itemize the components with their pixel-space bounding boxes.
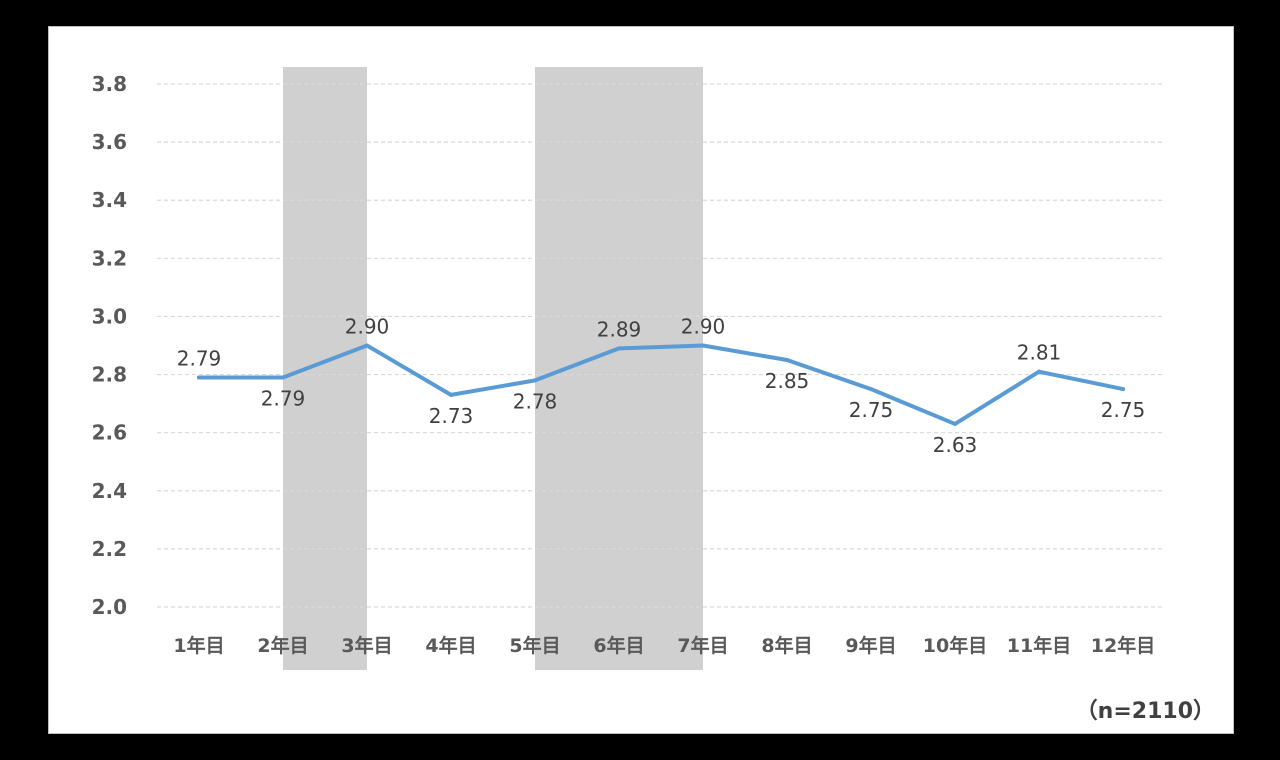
x-tick-label: 2年目 <box>257 634 308 657</box>
data-point <box>1121 387 1125 392</box>
x-tick-label: 10年目 <box>923 634 987 657</box>
x-tick-label: 11年目 <box>1007 634 1071 657</box>
data-point <box>1037 369 1041 374</box>
data-point <box>533 378 537 383</box>
x-tick-label: 8年目 <box>761 634 812 657</box>
x-tick-label: 12年目 <box>1091 634 1155 657</box>
x-tick-label: 3年目 <box>341 634 392 657</box>
data-label: 2.63 <box>933 433 978 457</box>
highlight-bands <box>283 67 703 670</box>
data-point <box>365 343 369 348</box>
data-point <box>617 346 621 351</box>
data-point <box>701 343 705 348</box>
y-tick-label: 2.8 <box>92 363 127 387</box>
highlight-band-2 <box>535 67 703 670</box>
y-tick-label: 3.4 <box>92 188 127 212</box>
gridlines <box>157 83 1165 608</box>
data-label: 2.89 <box>597 317 642 341</box>
data-label: 2.78 <box>513 389 558 413</box>
y-axis-ticks: 2.0 2.2 2.4 2.6 2.8 3.0 3.2 3.4 3.6 3.8 <box>92 72 127 619</box>
x-tick-label: 4年目 <box>425 634 476 657</box>
y-tick-label: 2.4 <box>92 479 127 503</box>
sample-size-note: （n=2110） <box>1076 699 1215 724</box>
x-tick-label: 6年目 <box>593 634 644 657</box>
y-tick-label: 3.6 <box>92 130 127 154</box>
y-tick-label: 3.0 <box>92 304 127 328</box>
chart-frame: 2.0 2.2 2.4 2.6 2.8 3.0 3.2 3.4 3.6 3.8 1年目 2年目 3年目… <box>48 26 1234 734</box>
data-label: 2.85 <box>765 369 810 393</box>
data-point <box>449 392 453 397</box>
line-chart: 2.0 2.2 2.4 2.6 2.8 3.0 3.2 3.4 3.6 3.8 1年目 2年目 3年目… <box>92 67 1215 724</box>
data-label: 2.75 <box>1101 398 1146 422</box>
series-line <box>197 343 1125 426</box>
data-point <box>869 387 873 392</box>
data-label: 2.90 <box>345 315 390 339</box>
data-label: 2.75 <box>849 398 894 422</box>
y-tick-label: 3.2 <box>92 246 127 270</box>
x-tick-label: 7年目 <box>677 634 728 657</box>
data-point <box>281 375 285 380</box>
x-axis-ticks: 1年目 2年目 3年目 4年目 5年目 6年目 7年目 8年目 9年目 10年目 11年目 12年目 <box>173 634 1155 657</box>
data-label: 2.81 <box>1017 341 1062 365</box>
data-label: 2.79 <box>177 346 222 370</box>
data-points <box>197 343 1125 426</box>
data-labels: 2.79 2.79 2.90 2.73 2.78 2.89 2.90 2.85 2.75 2.63… <box>177 315 1146 457</box>
y-tick-label: 3.8 <box>92 72 127 96</box>
y-tick-label: 2.6 <box>92 421 127 445</box>
data-point <box>953 421 957 426</box>
highlight-band-1 <box>283 67 367 670</box>
x-tick-label: 1年目 <box>173 634 224 657</box>
data-label: 2.73 <box>429 404 474 428</box>
data-label: 2.79 <box>261 386 306 410</box>
x-tick-label: 9年目 <box>845 634 896 657</box>
x-tick-label: 5年目 <box>509 634 560 657</box>
series-layer <box>197 343 1125 426</box>
data-point <box>197 375 201 380</box>
y-tick-label: 2.0 <box>92 595 127 619</box>
data-label: 2.90 <box>681 315 726 339</box>
data-point <box>785 358 789 363</box>
y-tick-label: 2.2 <box>92 537 127 561</box>
